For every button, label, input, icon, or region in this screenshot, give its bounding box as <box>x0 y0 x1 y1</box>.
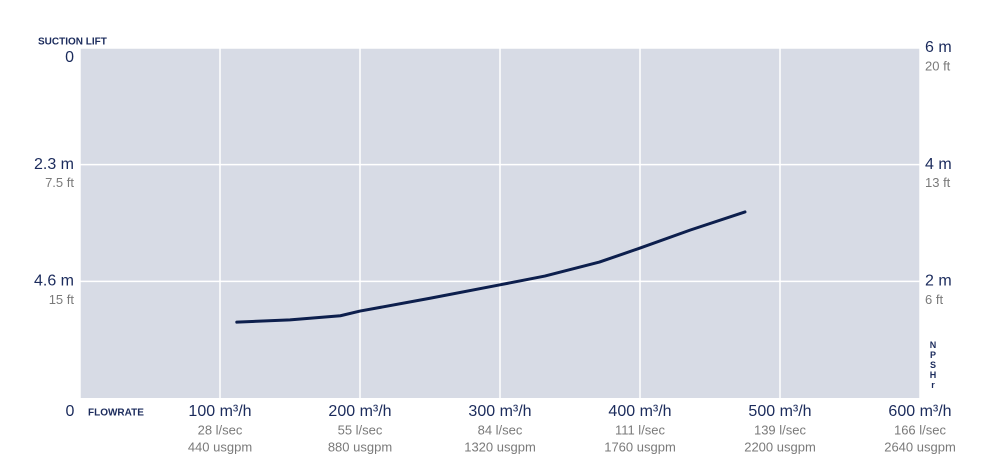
x-tick-sublabel: 166 l/sec <box>894 422 947 437</box>
y2-tick-sublabel: 20 ft <box>925 58 951 73</box>
x-tick-label: 600 m³/h <box>888 403 951 420</box>
x-tick-sublabel: 1320 usgpm <box>464 439 536 454</box>
x-tick-label: 500 m³/h <box>748 403 811 420</box>
x-tick-sublabel: 2200 usgpm <box>744 439 816 454</box>
y-tick-label: 2.3 m <box>34 156 74 173</box>
x-tick-sublabel: 55 l/sec <box>338 422 383 437</box>
y-tick-sublabel: 7.5 ft <box>45 175 74 190</box>
x-axis-label: FLOWRATE <box>88 408 144 419</box>
x-tick-label: 400 m³/h <box>608 403 671 420</box>
x-tick-sublabel: 1760 usgpm <box>604 439 676 454</box>
x-tick-sublabel: 28 l/sec <box>198 422 243 437</box>
y-tick-label: 0 <box>65 49 74 66</box>
x-tick-sublabel: 880 usgpm <box>328 439 392 454</box>
x-tick-sublabel: 139 l/sec <box>754 422 807 437</box>
x-tick-label: 300 m³/h <box>468 403 531 420</box>
y2-tick-sublabel: 13 ft <box>925 175 951 190</box>
x-tick-label: 0 <box>66 403 75 420</box>
x-tick-sublabel: 440 usgpm <box>188 439 252 454</box>
y2-tick-label: 4 m <box>925 156 952 173</box>
y2-tick-sublabel: 6 ft <box>925 292 943 307</box>
x-tick-label: 100 m³/h <box>188 403 251 420</box>
x-tick-sublabel: 111 l/sec <box>615 422 666 437</box>
axis-title: SUCTION LIFT <box>38 37 107 48</box>
x-tick-sublabel: 84 l/sec <box>478 422 523 437</box>
y2-tick-label: 6 m <box>925 39 952 56</box>
y-tick-label: 4.6 m <box>34 273 74 290</box>
line-series <box>235 210 747 324</box>
y2-axis-label: NPSHr <box>928 340 938 390</box>
y2-tick-label: 2 m <box>925 273 952 290</box>
y-tick-sublabel: 15 ft <box>49 292 75 307</box>
x-tick-label: 200 m³/h <box>328 403 391 420</box>
x-tick-sublabel: 2640 usgpm <box>884 439 956 454</box>
